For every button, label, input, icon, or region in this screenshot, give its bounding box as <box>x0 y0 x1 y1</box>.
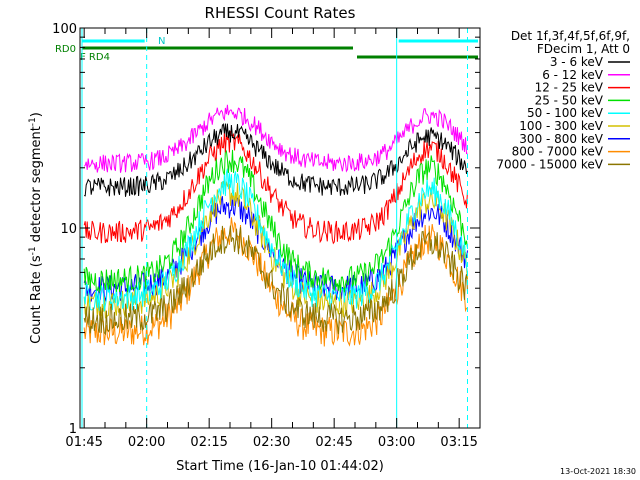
x-tick-label: 02:30 <box>253 435 290 450</box>
legend-label-0: 3 - 6 keV <box>550 55 604 69</box>
legend-label-3: 25 - 50 keV <box>535 93 604 107</box>
series-line-3 <box>83 148 468 294</box>
legend-label-1: 6 - 12 keV <box>542 68 604 82</box>
legend-label-6: 300 - 800 keV <box>519 132 603 146</box>
x-tick-label: 02:00 <box>128 435 165 450</box>
state-label-n: N <box>158 36 165 47</box>
footer-date: 13-Oct-2021 18:30 <box>560 467 636 476</box>
legend-title-line-1: Det 1f,3f,4f,5f,6f,9f, <box>511 29 630 43</box>
series-line-4 <box>83 168 468 312</box>
chart-title: RHESSI Count Rates <box>205 4 356 22</box>
series-line-8 <box>83 225 468 336</box>
x-tick-label: 02:15 <box>190 435 227 450</box>
plot-area: N RD0 F RD4 <box>55 27 481 429</box>
legend-label-7: 800 - 7000 keV <box>512 145 604 159</box>
x-tick-label: 01:45 <box>65 435 102 450</box>
y-tick-label: 10 <box>60 222 77 237</box>
y-tick-label: 100 <box>52 22 77 37</box>
state-bars: N RD0 F RD4 <box>55 36 478 63</box>
legend-label-8: 7000 - 15000 keV <box>496 157 603 171</box>
state-label-rd0: RD0 <box>55 44 76 55</box>
series-layer <box>83 104 468 347</box>
x-axis: 01:45 02:00 02:15 02:30 02:45 03:00 03:15 <box>65 28 481 450</box>
x-axis-label: Start Time (16-Jan-10 01:44:02) <box>176 459 384 474</box>
legend-label-2: 12 - 25 keV <box>535 81 604 95</box>
state-label-rd4: F RD4 <box>80 52 110 63</box>
series-line-7 <box>83 217 468 347</box>
x-tick-label: 03:00 <box>378 435 415 450</box>
y-tick-label: 1 <box>69 422 77 437</box>
series-line-2 <box>83 130 468 245</box>
y-axis-label: Count Rate (s-1 detector segment-1) <box>28 112 44 344</box>
plot-frame <box>79 27 481 429</box>
x-tick-label: 02:45 <box>315 435 352 450</box>
legend: Det 1f,3f,4f,5f,6f,9f, FDecim 1, Att 0 3… <box>496 29 630 171</box>
legend-label-5: 100 - 300 keV <box>519 119 603 133</box>
y-axis: 1 10 100 <box>52 22 480 437</box>
series-line-1 <box>83 104 468 173</box>
series-line-0 <box>84 123 468 197</box>
series-line-5 <box>83 180 468 319</box>
legend-label-4: 50 - 100 keV <box>527 106 604 120</box>
x-tick-label: 03:15 <box>440 435 477 450</box>
legend-title-line-2: FDecim 1, Att 0 <box>537 42 630 56</box>
